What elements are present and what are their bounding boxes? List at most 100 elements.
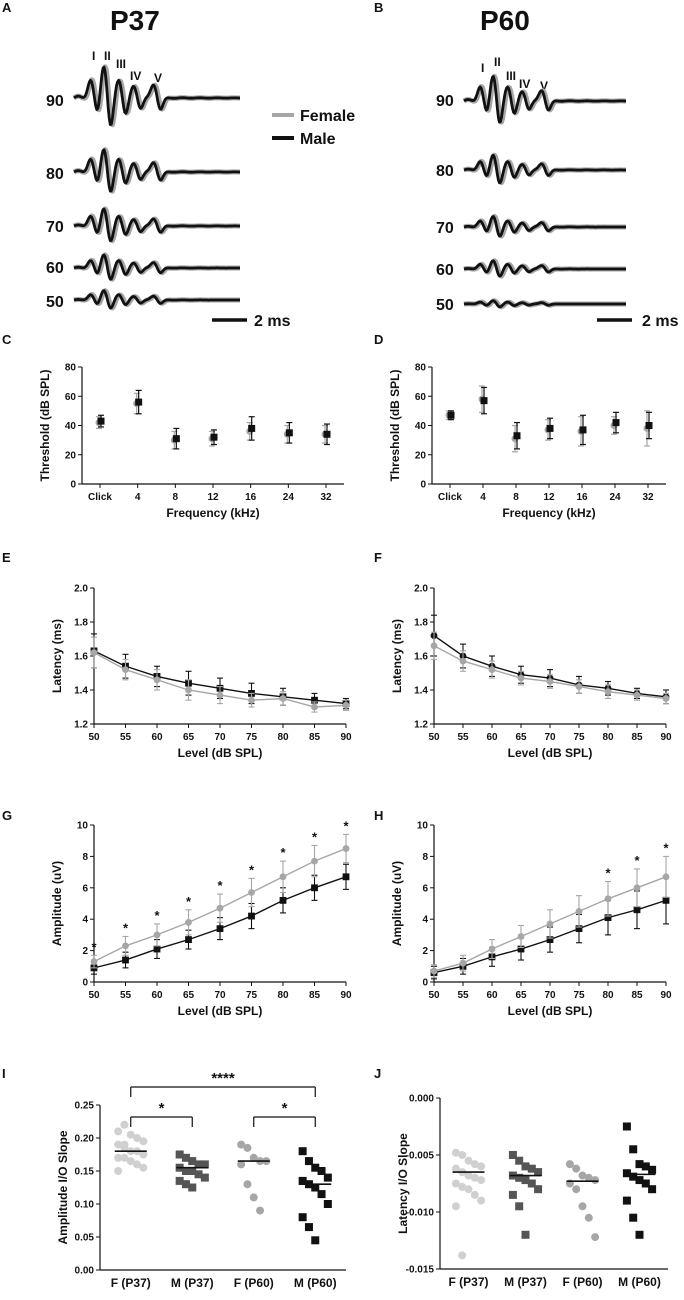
- data-point-female: [575, 907, 583, 915]
- x-tick-label: 55: [457, 990, 469, 1001]
- x-tick-label: 16: [576, 492, 588, 503]
- data-point-f-p60-: [578, 1202, 587, 1211]
- panel-letter-e: E: [2, 550, 11, 565]
- y-tick-label: 4: [82, 915, 88, 926]
- chart-panel-f: 1.2 1.4 1.6 1.8 2.0 50 55 60 65 70 75 80 85 90 Latency…: [390, 584, 672, 761]
- waveform-trace-male-50: [463, 299, 627, 309]
- data-point-f-p37-: [451, 1148, 460, 1157]
- significance-star: *: [663, 840, 669, 855]
- data-point-male: [279, 896, 287, 904]
- waveform-trace-male-80: [73, 148, 241, 193]
- waveform-trace-male-80: [463, 153, 627, 185]
- comparison-label: ****: [211, 1070, 235, 1087]
- y-tick-label: 1.2: [74, 720, 88, 731]
- y-tick-label: 2.0: [414, 584, 428, 595]
- y-tick-label: 0.00: [75, 1266, 95, 1277]
- y-tick-label: 0.15: [75, 1167, 95, 1178]
- x-tick-label: 24: [609, 492, 621, 503]
- x-tick-label: 65: [183, 732, 195, 743]
- panel-letter-f: F: [374, 550, 382, 565]
- significance-star: *: [634, 853, 640, 868]
- data-point-f-p37-: [139, 1150, 148, 1159]
- data-point-m-p37-: [188, 1167, 197, 1175]
- data-point-m-p37-: [200, 1173, 209, 1182]
- panel-letter-c: C: [2, 332, 12, 347]
- data-point-female: [488, 666, 496, 673]
- panel-letter-i: I: [2, 1066, 6, 1081]
- significance-star: *: [154, 908, 160, 923]
- data-point-f-p37-: [464, 1185, 473, 1194]
- peak-label-iii-p60: III: [506, 69, 516, 83]
- data-point-m-p60-: [317, 1190, 326, 1199]
- peak-label-i-p60: I: [481, 61, 484, 75]
- panel-letter-j: J: [374, 1066, 381, 1081]
- data-point-f-p60-: [572, 1185, 581, 1194]
- x-tick-label: 80: [277, 732, 289, 743]
- data-point-f-p37-: [451, 1202, 460, 1211]
- x-tick-label: 90: [340, 732, 352, 743]
- peak-label-iv-p37: IV: [130, 69, 141, 83]
- data-point-f-p60-: [237, 1140, 246, 1149]
- data-point-m-p60-: [298, 1213, 307, 1222]
- data-point-f-p37-: [464, 1156, 473, 1165]
- data-point-male: [575, 925, 583, 933]
- data-point-female: [546, 920, 554, 928]
- waveform-trace-male-70: [73, 207, 241, 242]
- x-tick-label: 50: [428, 990, 440, 1001]
- y-tick-label: -0.015: [406, 1265, 435, 1276]
- data-point-f-p60-: [584, 1173, 593, 1182]
- data-point-f-p37-: [114, 1140, 123, 1149]
- data-point-female: [517, 933, 525, 940]
- level-label-p60-80: 80: [436, 163, 454, 180]
- x-tick-label: 75: [573, 990, 585, 1001]
- data-point-female: [311, 703, 318, 711]
- data-point-female: [279, 873, 287, 881]
- data-point-male: [604, 914, 612, 922]
- data-point-f-p37-: [120, 1120, 129, 1129]
- y-tick-label: -0.005: [406, 1151, 435, 1162]
- y-tick-label: 60: [65, 392, 77, 403]
- data-point-f-p60-: [572, 1164, 581, 1173]
- panel-letter-a: A: [2, 0, 12, 15]
- x-tick-label: 80: [602, 732, 614, 743]
- data-point-female: [122, 666, 129, 673]
- x-tick-label: 8: [173, 492, 179, 503]
- chart-panel-c: 0 20 40 60 80 Click 4 8 12 16 24 32 Threshold (dB SP…: [38, 363, 344, 520]
- panel-letter-b: B: [374, 0, 383, 15]
- legend-label-female: Female: [300, 108, 355, 125]
- x-category-label: M (P37): [171, 1276, 214, 1290]
- x-tick-label: 8: [513, 492, 519, 503]
- data-point-male: [662, 896, 670, 904]
- data-point-female: [248, 696, 255, 704]
- data-point-female: [604, 688, 612, 696]
- data-point-m-p60-: [641, 1162, 650, 1171]
- x-tick-label: 75: [246, 990, 258, 1001]
- y-axis-label: Latency I/O Slope: [396, 1133, 410, 1234]
- x-tick-label: 75: [573, 732, 585, 743]
- data-point-f-p37-: [458, 1182, 467, 1191]
- data-point-m-p37-: [194, 1170, 203, 1179]
- x-tick-label: 60: [151, 990, 163, 1001]
- data-point-f-p60-: [565, 1160, 574, 1169]
- x-tick-label: 90: [340, 990, 352, 1001]
- data-point-m-p60-: [629, 1213, 638, 1222]
- y-tick-label: 2: [422, 946, 428, 957]
- data-point-f-p37-: [126, 1157, 135, 1166]
- data-point-f-p37-: [470, 1160, 479, 1169]
- x-tick-label: 12: [543, 492, 555, 503]
- data-point-male: [342, 873, 350, 881]
- data-point-female: [90, 958, 98, 965]
- data-point-f-p37-: [139, 1163, 148, 1172]
- x-tick-label: 75: [246, 732, 258, 743]
- y-tick-label: 60: [415, 392, 427, 403]
- x-axis-label: Level (dB SPL): [178, 746, 263, 760]
- data-point-male: [311, 696, 318, 704]
- data-point-female: [311, 857, 318, 865]
- data-point-female: [185, 686, 192, 694]
- data-point-female: [153, 931, 161, 939]
- y-tick-label: 80: [65, 363, 77, 374]
- significance-star: *: [217, 878, 223, 893]
- peak-label-v-p60: V: [540, 79, 548, 93]
- data-point-m-p60-: [648, 1165, 657, 1174]
